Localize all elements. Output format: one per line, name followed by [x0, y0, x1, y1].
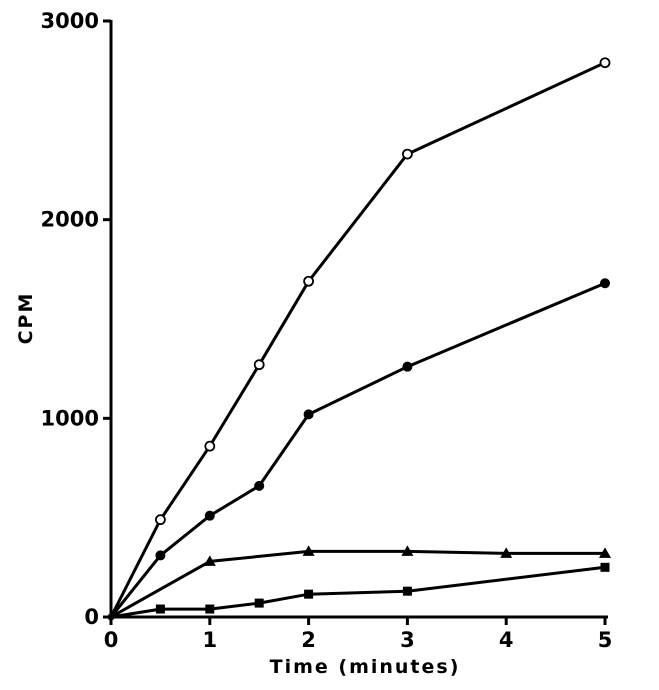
data-point-filled-circle — [303, 409, 314, 420]
x-tick-label: 0 — [104, 628, 119, 652]
data-point-filled-triangle — [401, 545, 414, 556]
data-point-filled-circle — [204, 510, 215, 521]
data-point-filled-square — [155, 604, 165, 614]
data-point-filled-square — [304, 589, 314, 599]
data-point-filled-square — [402, 586, 412, 596]
x-tick-label: 1 — [202, 628, 217, 652]
y-tick-label: 0 — [84, 605, 99, 629]
origin-point — [107, 613, 115, 621]
data-point-filled-square — [254, 598, 264, 608]
axes — [109, 20, 608, 619]
data-point-filled-square — [600, 562, 610, 572]
series-line-filled-circle — [109, 281, 606, 618]
series-markers — [107, 57, 611, 621]
data-point-open-circle — [204, 440, 216, 452]
x-tick-label: 2 — [301, 628, 316, 652]
data-point-filled-circle — [155, 550, 166, 561]
x-axis-title: Time (minutes) — [270, 656, 461, 678]
data-point-filled-circle — [254, 480, 265, 491]
y-tick-label: 2000 — [41, 208, 99, 232]
data-point-open-circle — [401, 148, 413, 160]
data-point-open-circle — [253, 359, 265, 371]
y-tick-label: 3000 — [41, 9, 99, 33]
data-point-filled-triangle — [599, 547, 611, 558]
y-tick-label: 1000 — [41, 406, 99, 430]
data-point-filled-circle — [600, 278, 610, 289]
series-lines — [109, 61, 606, 619]
data-point-open-circle — [154, 514, 166, 526]
data-point-filled-circle — [402, 361, 413, 372]
y-axis-title: CPM — [15, 292, 37, 345]
ticks: 0 1 2 3 4 5 0 1000 2000 3000 — [41, 9, 613, 652]
data-point-open-circle — [599, 57, 611, 69]
data-point-filled-square — [205, 604, 215, 614]
series-line-filled-triangle — [110, 549, 605, 619]
data-point-filled-triangle — [302, 545, 315, 556]
x-tick-label: 3 — [400, 628, 415, 652]
x-tick-label: 5 — [598, 628, 613, 652]
data-point-open-circle — [303, 275, 315, 287]
data-point-filled-triangle — [203, 555, 216, 566]
x-tick-label: 4 — [499, 628, 514, 652]
data-point-filled-triangle — [500, 547, 513, 558]
